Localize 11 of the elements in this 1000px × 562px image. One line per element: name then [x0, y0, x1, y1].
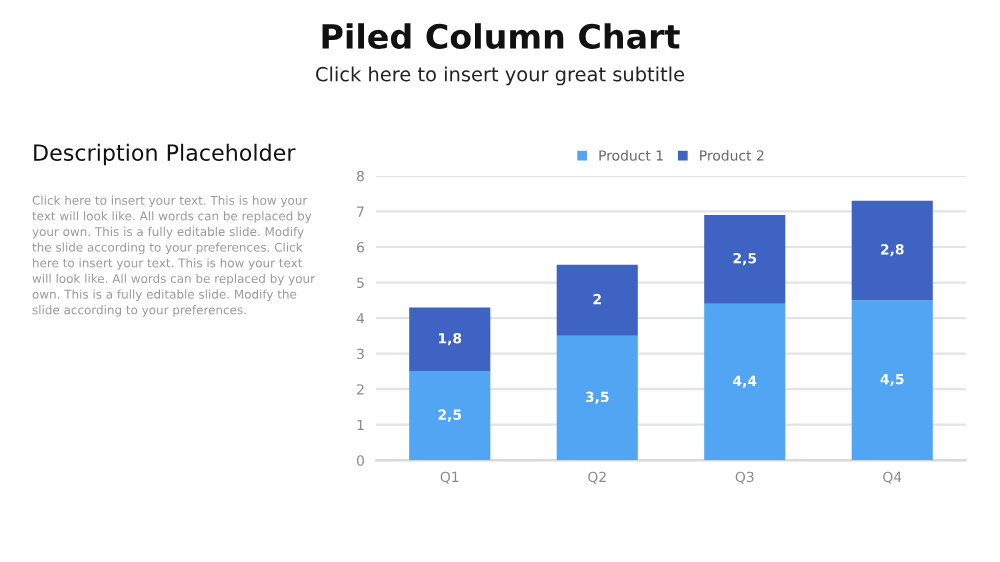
chart-subtitle: Click here to insert your great subtitle [316, 66, 685, 86]
bar [851, 200, 933, 301]
bar [556, 335, 638, 461]
bar [851, 300, 933, 461]
bar [409, 307, 491, 372]
bar [409, 371, 491, 461]
bar [704, 215, 786, 304]
chart-title: Piled Column Chart [322, 23, 680, 50]
text: Description Placeholder [34, 143, 296, 166]
bar [704, 303, 786, 461]
bar [556, 264, 638, 336]
